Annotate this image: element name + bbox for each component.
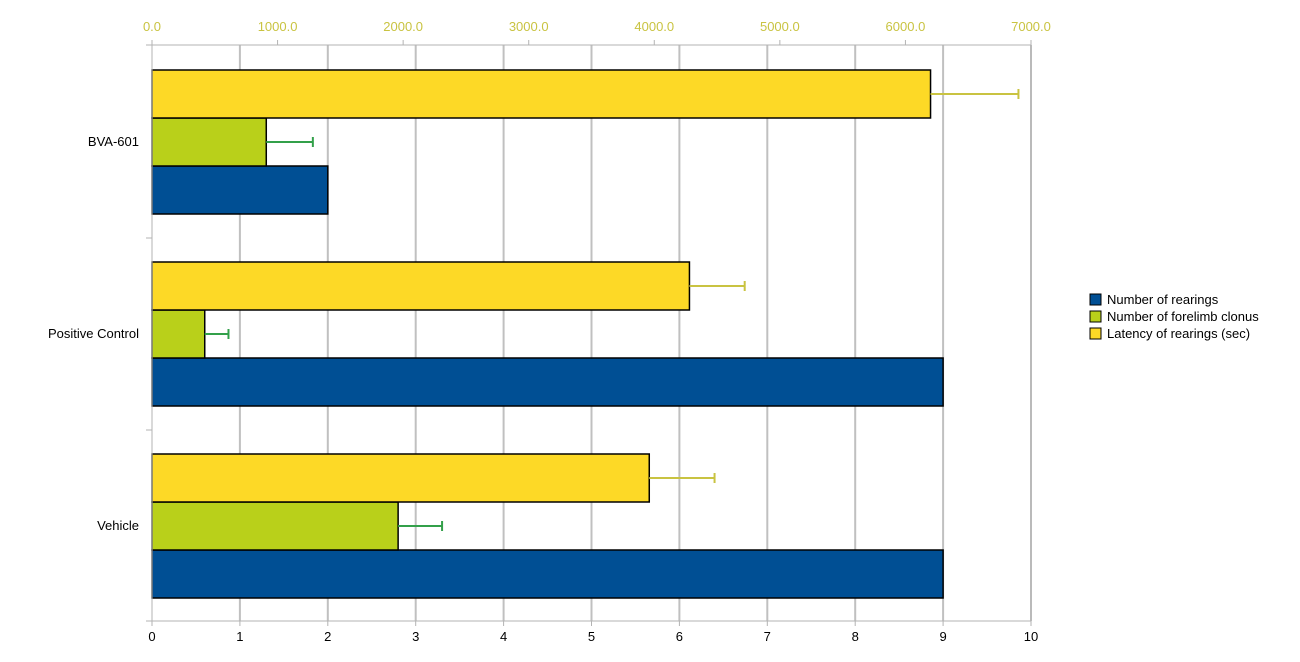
legend-swatch [1089, 293, 1102, 306]
bar [151, 165, 329, 215]
top-axis-tick-label: 5000.0 [760, 19, 800, 34]
category-label: Positive Control [48, 326, 139, 341]
bars-layer [151, 69, 1020, 599]
bar [151, 309, 206, 359]
bar [151, 261, 691, 311]
legend-swatch [1089, 310, 1102, 323]
bottom-axis-tick-label: 1 [236, 629, 243, 644]
bottom-axis-tick-label: 10 [1024, 629, 1038, 644]
top-axis-tick-label: 0.0 [143, 19, 161, 34]
top-axis-tick-label: 3000.0 [509, 19, 549, 34]
legend: Number of rearings Number of forelimb clo… [1089, 292, 1259, 341]
labels-layer: 0 1 2 3 4 5 6 7 8 9 10 0.0 1000.0 2000.0 3000.0 4000.0 5… [48, 19, 1051, 644]
legend-label: Latency of rearings (sec) [1107, 326, 1250, 341]
top-axis-tick-label: 6000.0 [886, 19, 926, 34]
bottom-axis-tick-label: 3 [412, 629, 419, 644]
axes-layer [146, 40, 1032, 626]
legend-label: Number of rearings [1107, 292, 1219, 307]
bottom-axis-tick-label: 2 [324, 629, 331, 644]
bottom-axis-tick-label: 5 [588, 629, 595, 644]
legend-label: Number of forelimb clonus [1107, 309, 1259, 324]
top-axis-tick-label: 4000.0 [634, 19, 674, 34]
bottom-axis-tick-label: 6 [676, 629, 683, 644]
bar [151, 117, 268, 167]
bar [151, 453, 651, 503]
bar [151, 69, 932, 119]
bottom-axis-tick-label: 7 [764, 629, 771, 644]
bar [151, 549, 944, 599]
bar [151, 357, 944, 407]
bottom-axis-tick-label: 8 [852, 629, 859, 644]
bottom-axis-tick-label: 9 [939, 629, 946, 644]
top-axis-tick-label: 2000.0 [383, 19, 423, 34]
top-axis-tick-label: 7000.0 [1011, 19, 1051, 34]
category-label: Vehicle [97, 518, 139, 533]
bottom-axis-tick-label: 0 [148, 629, 155, 644]
bar [151, 501, 399, 551]
legend-swatch [1089, 327, 1102, 340]
bottom-axis-tick-label: 4 [500, 629, 507, 644]
category-label: BVA-601 [88, 134, 139, 149]
top-axis-tick-label: 1000.0 [258, 19, 298, 34]
